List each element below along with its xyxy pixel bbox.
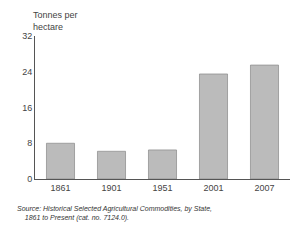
svg-text:1901: 1901 — [101, 183, 121, 193]
svg-text:32: 32 — [22, 31, 32, 41]
svg-text:8: 8 — [27, 138, 32, 148]
svg-text:Tonnes perhectare: Tonnes perhectare — [33, 10, 78, 32]
svg-text:2001: 2001 — [203, 183, 223, 193]
svg-text:Source: Historical Selected Ag: Source: Historical Selected Agricultural… — [17, 205, 212, 222]
svg-text:24: 24 — [22, 67, 32, 77]
svg-text:0: 0 — [27, 174, 32, 184]
svg-text:2007: 2007 — [254, 183, 274, 193]
svg-text:1861: 1861 — [50, 183, 70, 193]
svg-text:1951: 1951 — [152, 183, 172, 193]
svg-text:16: 16 — [22, 103, 32, 113]
